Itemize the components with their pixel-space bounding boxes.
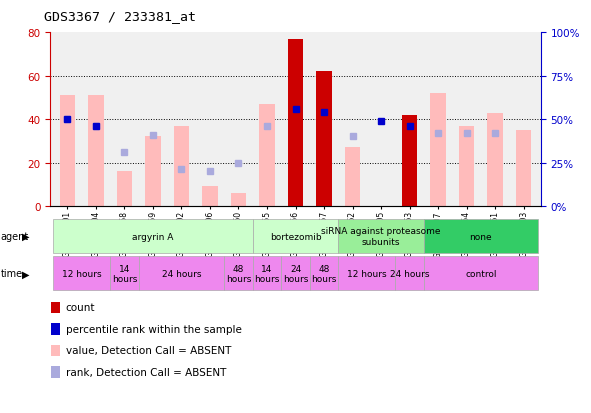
Bar [338,220,424,253]
Text: rank, Detection Call = ABSENT: rank, Detection Call = ABSENT [66,367,226,377]
Text: none: none [470,232,492,241]
Text: control: control [465,269,496,278]
Text: ▶: ▶ [22,231,30,242]
Bar [316,72,332,206]
Text: siRNA against proteasome
subunits: siRNA against proteasome subunits [322,227,441,246]
Text: 24 hours: 24 hours [162,269,201,278]
Text: 24 hours: 24 hours [390,269,429,278]
Text: time: time [1,268,22,279]
Bar [281,257,310,290]
Bar [253,257,281,290]
Text: agent: agent [1,231,29,242]
Bar [224,257,253,290]
Bar [259,104,275,206]
Bar [53,257,110,290]
Bar [310,257,338,290]
Bar [230,193,246,206]
Bar [430,94,446,206]
Bar [488,113,503,206]
Bar [395,257,424,290]
Bar [424,257,538,290]
Text: 48
hours: 48 hours [226,264,251,283]
Bar [88,96,103,206]
Text: 12 hours: 12 hours [347,269,387,278]
Bar [253,220,338,253]
Text: 24
hours: 24 hours [283,264,308,283]
Bar [174,126,189,206]
Bar [110,257,139,290]
Text: 14
hours: 14 hours [254,264,280,283]
Bar [145,137,161,206]
Bar [402,115,417,206]
Bar [53,220,253,253]
Text: 14
hours: 14 hours [112,264,137,283]
Text: 12 hours: 12 hours [62,269,102,278]
Text: percentile rank within the sample: percentile rank within the sample [66,324,242,334]
Bar [459,126,475,206]
Bar [424,220,538,253]
Bar [60,96,75,206]
Bar [516,131,531,206]
Bar [139,257,224,290]
Bar [338,257,395,290]
Text: value, Detection Call = ABSENT: value, Detection Call = ABSENT [66,346,231,356]
Text: argyrin A: argyrin A [132,232,174,241]
Text: count: count [66,303,95,313]
Bar [202,187,218,206]
Text: GDS3367 / 233381_at: GDS3367 / 233381_at [44,10,196,23]
Text: bortezomib: bortezomib [269,232,322,241]
Bar [345,148,361,206]
Text: ▶: ▶ [22,268,30,279]
Text: 48
hours: 48 hours [311,264,337,283]
Bar [288,40,303,206]
Bar [116,172,132,206]
